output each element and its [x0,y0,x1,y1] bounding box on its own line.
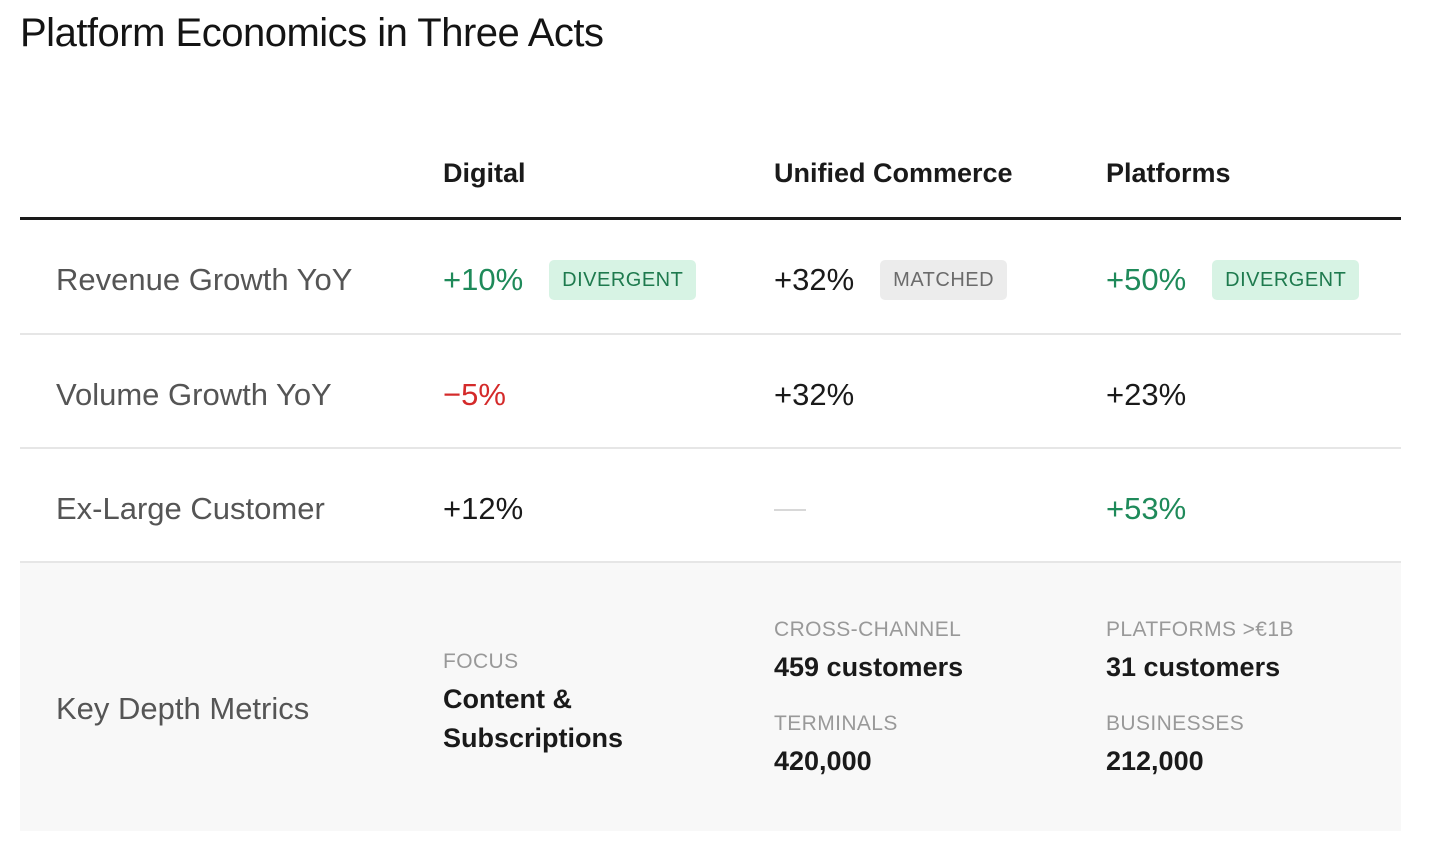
metric-label: PLATFORMS >€1B [1106,618,1294,641]
status-badge: MATCHED [880,260,1008,300]
metric-value: +32% [774,262,855,297]
cell-unified-commerce: +32% MATCHED [774,260,1008,300]
cell-unified-commerce: +32% [774,375,854,415]
cell-digital: +12% [443,489,523,529]
metric-value: +12% [443,491,524,526]
status-badge: DIVERGENT [549,260,697,300]
status-badge: DIVERGENT [1212,260,1360,300]
metric-value: Content & Subscriptions [443,684,624,753]
metric-value: +10% [443,262,524,297]
metric-value: +32% [774,377,855,412]
page-title: Platform Economics in Three Acts [20,11,604,55]
metric-label: CROSS-CHANNEL [774,618,962,641]
metric-value: +23% [1106,377,1187,412]
metric-value: +53% [1106,491,1187,526]
row-label: Key Depth Metrics [56,691,310,726]
cell-platforms: +23% [1106,375,1186,415]
table-row-revenue-growth: Revenue Growth YoY +10% DIVERGENT +32% M… [20,220,1401,335]
empty-value-dash [774,509,806,511]
column-header-digital: Digital [443,158,526,188]
metric-value: 212,000 [1106,746,1204,776]
row-label: Ex-Large Customer [56,491,325,526]
cell-platforms: +53% [1106,489,1186,529]
column-header-unified-commerce: Unified Commerce [774,158,1013,188]
metric-value: 31 customers [1106,652,1281,682]
comparison-table: Digital Unified Commerce Platforms Reven… [20,130,1401,831]
metric-value: 420,000 [774,746,872,776]
metric-value: 459 customers [774,652,964,682]
metric-value: +50% [1106,262,1187,297]
table-row-volume-growth: Volume Growth YoY −5% +32% +23% [20,335,1401,449]
column-header-platforms: Platforms [1106,158,1231,188]
table-row-key-depth-metrics: Key Depth Metrics FOCUS Content & Subscr… [20,563,1401,831]
depth-unified-commerce: CROSS-CHANNEL 459 customers TERMINALS 42… [774,617,963,781]
cell-platforms: +50% DIVERGENT [1106,260,1360,300]
metric-label: FOCUS [443,650,519,673]
table-row-ex-large-customer: Ex-Large Customer +12% +53% [20,449,1401,563]
metric-label: TERMINALS [774,712,898,735]
cell-digital: +10% DIVERGENT [443,260,697,300]
metric-label: BUSINESSES [1106,712,1245,735]
depth-digital: FOCUS Content & Subscriptions [443,649,663,758]
row-label: Revenue Growth YoY [56,262,353,297]
depth-platforms: PLATFORMS >€1B 31 customers BUSINESSES 2… [1106,617,1294,781]
cell-unified-commerce [774,489,806,529]
cell-digital: −5% [443,375,506,415]
metric-value: −5% [443,377,506,412]
table-header-row: Digital Unified Commerce Platforms [20,130,1401,220]
row-label: Volume Growth YoY [56,377,332,412]
